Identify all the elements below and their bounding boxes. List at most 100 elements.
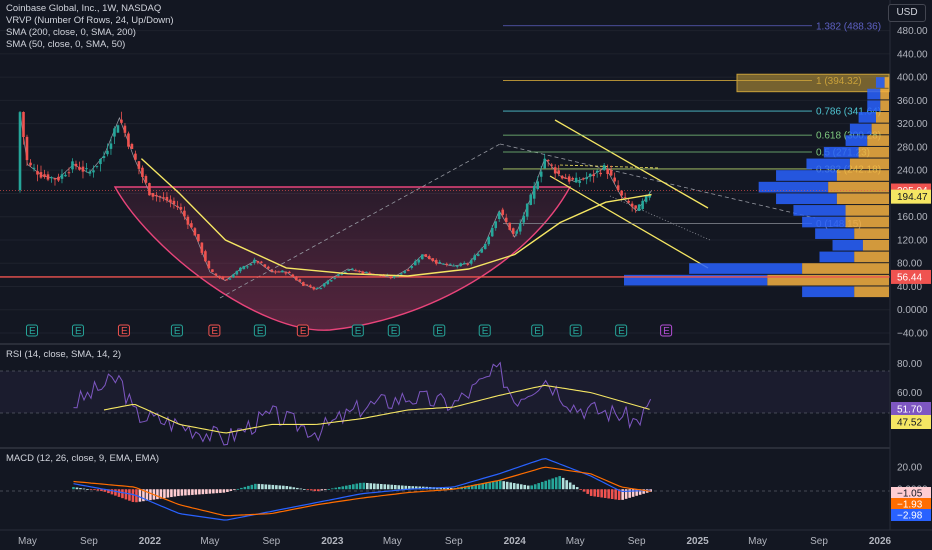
macd-histogram-bar [586, 489, 589, 494]
candle-body [553, 167, 557, 174]
candle-body [207, 260, 211, 269]
macd-histogram-bar [575, 487, 579, 490]
candle-body [648, 194, 651, 198]
volume-profile-down-bar [867, 135, 889, 146]
earnings-marker-icon[interactable]: E [387, 324, 400, 337]
earnings-marker-icon[interactable]: E [296, 324, 309, 337]
candle-body [358, 270, 361, 272]
candle-body [74, 163, 78, 167]
candle-body [403, 271, 407, 274]
earnings-letter: E [29, 326, 36, 337]
earnings-marker-icon[interactable]: E [351, 324, 364, 337]
earnings-marker-icon[interactable]: E [433, 324, 446, 337]
macd-histogram-bar [149, 489, 152, 501]
earnings-marker-icon[interactable]: E [170, 324, 183, 337]
macd-legend[interactable]: MACD (12, 26, close, 9, EMA, EMA) [6, 453, 160, 464]
macd-histogram-bar [313, 489, 317, 492]
candle-body [218, 275, 221, 278]
macd-histogram-bar [649, 489, 652, 492]
macd-histogram-bar [484, 482, 488, 490]
candle-body [392, 275, 396, 278]
indicator-sma-50[interactable]: SMA (50, close, 0, SMA, 50) [6, 39, 126, 50]
macd-histogram-bar [397, 485, 401, 490]
earnings-marker-icon[interactable]: E [478, 324, 491, 337]
earnings-marker-icon[interactable]: E [253, 324, 266, 337]
volume-profile-down-bar [845, 216, 889, 228]
price-tick-label: 240.00 [897, 166, 928, 177]
volume-profile-down-bar [836, 193, 889, 205]
candle-body [113, 128, 116, 137]
macd-histogram-bar [187, 489, 191, 496]
candle-body [197, 234, 200, 242]
candle-body [267, 266, 270, 269]
candle-body [260, 261, 263, 263]
earnings-letter: E [355, 326, 362, 337]
volume-profile-down-bar [858, 146, 889, 158]
candle-body [623, 197, 627, 199]
candle-body [39, 172, 43, 178]
macd-histogram-bar [79, 488, 82, 490]
macd-pane[interactable]: 20.000.0000 −1.05−1.93−2.98 [0, 457, 931, 522]
main-pane[interactable]: 1.382 (488.36)1 (394.32)0.786 (341.64)0.… [0, 21, 931, 340]
macd-histogram-bar [442, 487, 446, 490]
candle-body [270, 269, 274, 272]
price-tick-label: 360.00 [897, 96, 928, 107]
candle-body [130, 143, 134, 150]
candle-body [242, 266, 246, 270]
earnings-marker-icon[interactable]: E [25, 324, 38, 337]
earnings-marker-icon[interactable]: E [660, 324, 673, 337]
rsi-band [0, 371, 890, 413]
macd-histogram-bar [530, 485, 534, 490]
candle-body [249, 263, 253, 266]
macd-histogram-bar [215, 489, 219, 494]
earnings-letter: E [391, 326, 398, 337]
macd-histogram-bar [275, 485, 278, 490]
candle-body [494, 221, 498, 229]
chart-legend[interactable]: Coinbase Global, Inc., 1W, NASDAQ VRVP (… [6, 3, 174, 51]
earnings-marker-icon[interactable]: E [615, 324, 628, 337]
time-tick-label: Sep [262, 536, 280, 547]
candle-body [116, 125, 120, 133]
macd-histogram-bar [180, 489, 184, 496]
currency-button[interactable]: USD [888, 4, 926, 22]
earnings-marker-icon[interactable]: E [208, 324, 221, 337]
candle-body [351, 268, 354, 270]
signal-line [73, 466, 651, 517]
candle-body [609, 170, 613, 176]
volume-profile-down-bar [767, 274, 889, 286]
candle-body [424, 254, 428, 257]
symbol-title[interactable]: Coinbase Global, Inc., 1W, NASDAQ [6, 3, 162, 14]
macd-histogram-bar [446, 487, 450, 490]
volume-profile-up-bar [793, 205, 846, 216]
candle-body [637, 204, 641, 211]
macd-histogram-bar [481, 483, 485, 490]
macd-histogram-bar [282, 485, 285, 490]
macd-histogram-bar [306, 489, 310, 491]
macd-value-text: −1.93 [897, 500, 923, 511]
macd-histogram-bar [89, 489, 93, 491]
earnings-letter: E [573, 326, 580, 337]
earnings-marker-icon[interactable]: E [569, 324, 582, 337]
time-axis[interactable]: May Sep 2022 May Sep 2023 May Sep 2024 May Sep 2025… [18, 536, 892, 547]
candle-body [644, 194, 648, 202]
candle-body [32, 167, 36, 169]
earnings-marker-icon[interactable]: E [117, 324, 130, 337]
macd-histogram-bar [439, 487, 443, 490]
candle-body [581, 178, 585, 180]
earnings-marker-icon[interactable]: E [71, 324, 84, 337]
candle-body [462, 262, 466, 265]
volume-profile-up-bar [858, 112, 876, 123]
volume-profile-up-bar [867, 88, 881, 100]
rsi-line [73, 361, 652, 446]
earnings-marker-icon[interactable]: E [531, 324, 544, 337]
macd-histogram-bar [317, 489, 320, 492]
candle-body [459, 263, 463, 267]
macd-histogram-bar [107, 489, 110, 494]
indicator-sma-200[interactable]: SMA (200, close, 0, SMA, 200) [6, 27, 136, 38]
rsi-legend[interactable]: RSI (14, close, SMA, 14, 2) [6, 349, 122, 360]
indicator-vrvp[interactable]: VRVP (Number Of Rows, 24, Up/Down) [6, 15, 174, 26]
macd-histogram-bar [233, 489, 236, 491]
macd-histogram-bar [257, 483, 261, 490]
